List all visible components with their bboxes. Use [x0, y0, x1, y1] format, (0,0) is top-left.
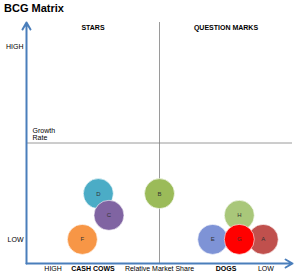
svg-text:B: B	[157, 191, 161, 197]
svg-text:E: E	[211, 236, 215, 242]
html-text:BCG Matrix: BCG Matrix	[4, 2, 64, 14]
svg-text:C: C	[107, 212, 112, 218]
svg-text:QUESTION MARKS: QUESTION MARKS	[194, 24, 259, 32]
svg-text:STARS: STARS	[81, 24, 105, 31]
svg-text:HIGH: HIGH	[6, 43, 24, 50]
svg-text:G: G	[237, 236, 242, 242]
svg-text:A: A	[261, 236, 265, 242]
svg-text:GrowthRate: GrowthRate	[33, 127, 56, 141]
svg-text:LOW: LOW	[8, 236, 24, 243]
svg-text:LOW: LOW	[258, 265, 274, 272]
svg-text:F: F	[81, 236, 85, 242]
svg-text:Relative Market Share: Relative Market Share	[125, 265, 194, 272]
svg-text:D: D	[96, 191, 101, 197]
svg-text:H: H	[237, 212, 241, 218]
svg-text:HIGH: HIGH	[44, 265, 62, 272]
svg-text:DOGS: DOGS	[216, 265, 237, 272]
svg-text:CASH COWS: CASH COWS	[71, 265, 115, 272]
